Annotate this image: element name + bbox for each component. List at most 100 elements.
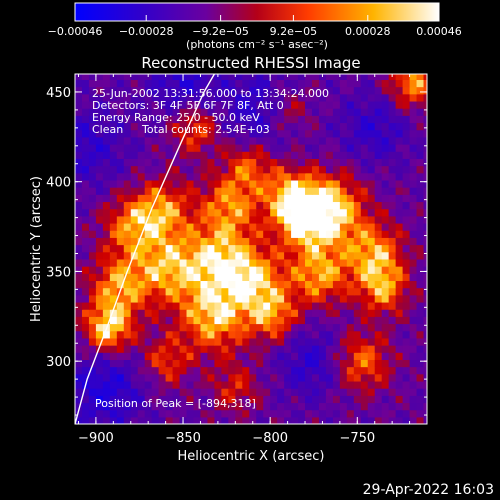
heatmap-cell [256, 416, 264, 424]
heatmap-cell [75, 108, 83, 116]
heatmap-cell [109, 237, 118, 246]
heatmap-cell [235, 266, 243, 274]
heatmap-cell [116, 100, 125, 109]
heatmap-cell [151, 222, 160, 231]
heatmap-cell [151, 172, 160, 181]
heatmap-cell [353, 294, 362, 303]
heatmap-cell [402, 122, 411, 131]
heatmap-cell [109, 345, 118, 353]
heatmap-cell [263, 337, 271, 346]
heatmap-cell [179, 402, 188, 411]
heatmap-cell [360, 158, 369, 167]
heatmap-cell [235, 129, 243, 138]
heatmap-cell [374, 222, 383, 231]
heatmap-cell [360, 108, 369, 116]
heatmap-cell [416, 258, 425, 267]
heatmap-cell [291, 373, 299, 382]
heatmap-cell [200, 380, 209, 389]
heatmap-cell [360, 79, 369, 88]
heatmap-cell [298, 194, 306, 203]
heatmap-cell [151, 373, 160, 382]
heatmap-cell [311, 151, 320, 159]
heatmap-cell [158, 294, 167, 303]
heatmap-cell [186, 301, 195, 310]
heatmap-cell [123, 108, 132, 116]
heatmap-cell [284, 416, 292, 424]
heatmap-cell [388, 301, 397, 310]
heatmap-cell [165, 388, 174, 396]
heatmap-cell [109, 395, 118, 404]
heatmap-cell [423, 237, 427, 246]
heatmap-cell [186, 136, 195, 145]
heatmap-cell [402, 330, 411, 339]
heatmap-cell [360, 230, 369, 238]
heatmap-cell [298, 179, 306, 188]
heatmap-cell [95, 194, 104, 203]
heatmap-cell [193, 395, 202, 404]
heatmap-cell [158, 309, 167, 317]
heatmap-cell [353, 79, 362, 88]
heatmap-cell [123, 129, 132, 138]
heatmap-cell [270, 345, 278, 353]
heatmap-cell [116, 122, 125, 131]
heatmap-cell [256, 100, 264, 109]
heatmap-cell [346, 244, 355, 253]
heatmap-cell [263, 373, 271, 382]
heatmap-cell [193, 352, 202, 360]
heatmap-cell [346, 215, 355, 224]
heatmap-cell [325, 74, 334, 80]
heatmap-cell [263, 359, 271, 368]
heatmap-cell [367, 301, 376, 310]
annotation-algorithm: Clean [92, 123, 123, 136]
heatmap-cell [291, 287, 299, 296]
heatmap-cell [144, 395, 153, 404]
heatmap-cell [298, 380, 306, 389]
heatmap-cell [144, 402, 153, 411]
heatmap-cell [311, 352, 320, 360]
heatmap-cell [381, 93, 390, 102]
heatmap-cell [81, 136, 90, 145]
heatmap-cell [305, 352, 313, 360]
heatmap-cell [346, 237, 355, 246]
heatmap-cell [298, 115, 306, 124]
heatmap-cell [277, 345, 285, 353]
heatmap-cell [346, 222, 355, 231]
heatmap-cell [95, 352, 104, 360]
heatmap-cell [270, 144, 278, 152]
heatmap-cell [193, 323, 202, 332]
heatmap-cell [214, 194, 222, 203]
heatmap-cell [332, 402, 341, 411]
heatmap-cell [179, 201, 188, 210]
heatmap-cell [130, 108, 139, 116]
heatmap-cell [346, 158, 355, 167]
heatmap-cell [214, 215, 222, 224]
heatmap-cell [242, 208, 250, 217]
heatmap-cell [221, 380, 229, 389]
heatmap-cell [109, 330, 118, 339]
heatmap-cell [109, 172, 118, 181]
heatmap-cell [353, 93, 362, 102]
heatmap-cell [360, 194, 369, 203]
heatmap-cell [298, 201, 306, 210]
heatmap-cell [360, 237, 369, 246]
heatmap-cell [325, 359, 334, 368]
heatmap-cell [298, 402, 306, 411]
heatmap-cell [214, 158, 222, 167]
heatmap-cell [388, 222, 397, 231]
heatmap-cell [409, 388, 418, 396]
heatmap-cell [318, 129, 327, 138]
heatmap-cell [242, 201, 250, 210]
heatmap-cell [228, 115, 236, 124]
heatmap-cell [172, 179, 181, 188]
heatmap-cell [416, 74, 425, 80]
heatmap-cell [298, 287, 306, 296]
heatmap-cell [353, 215, 362, 224]
heatmap-cell [95, 266, 104, 274]
heatmap-cell [395, 237, 404, 246]
heatmap-cell [270, 222, 278, 231]
heatmap-cell [353, 273, 362, 282]
heatmap-cell [151, 86, 160, 95]
heatmap-cell [116, 280, 125, 289]
heatmap-cell [242, 409, 250, 418]
heatmap-cell [235, 201, 243, 210]
